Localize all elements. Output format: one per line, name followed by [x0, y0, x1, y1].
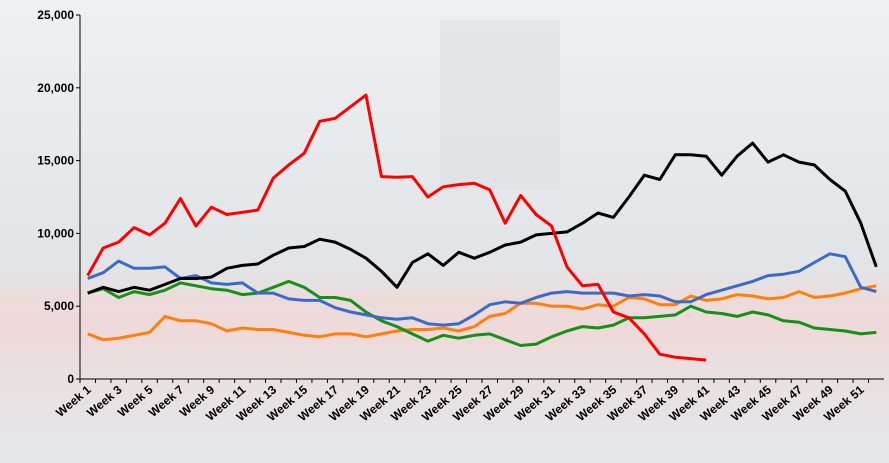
y-tick-label: 0: [67, 372, 74, 386]
background-shape: [0, 290, 889, 350]
series-line: [86, 93, 707, 362]
series-line: [87, 141, 878, 295]
series-line: [87, 252, 877, 327]
background-shape: [440, 20, 560, 190]
y-tick-label: 20,000: [37, 81, 74, 95]
y-tick-label: 25,000: [37, 8, 74, 22]
y-tick-label: 15,000: [37, 154, 74, 168]
series-line: [87, 284, 877, 342]
y-tick-label: 10,000: [37, 226, 74, 240]
y-tick-label: 5,000: [44, 299, 74, 313]
series-line: [87, 279, 877, 347]
